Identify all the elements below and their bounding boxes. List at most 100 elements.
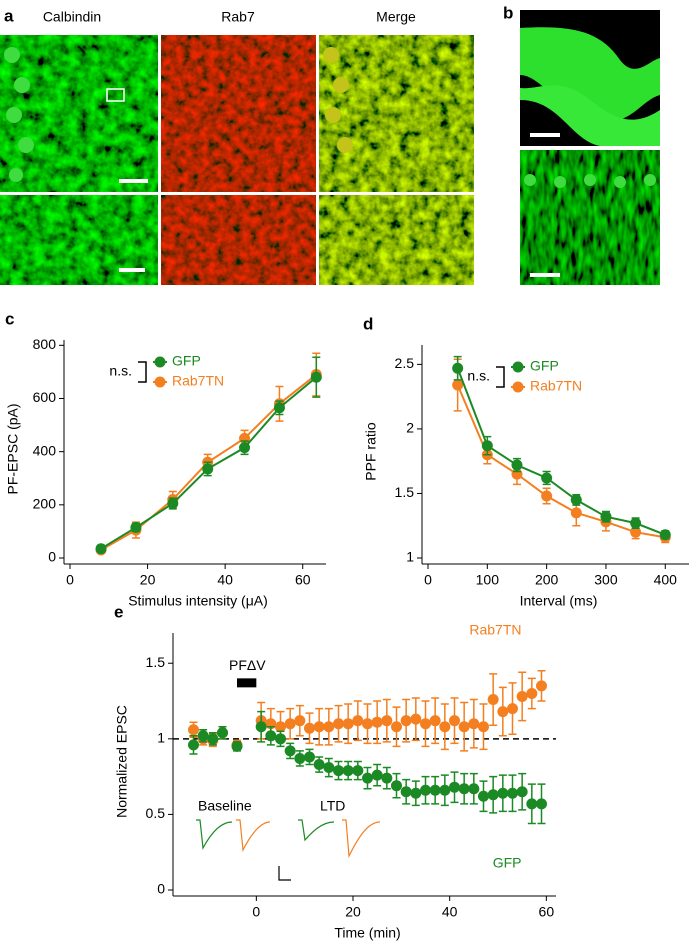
data-point: [458, 721, 470, 733]
x-tick-label: 60: [295, 572, 311, 588]
data-point: [265, 730, 277, 742]
x-tick-label: 40: [217, 572, 233, 588]
data-point: [410, 787, 422, 799]
x-tick-label: 0: [252, 904, 260, 920]
data-point: [342, 765, 354, 777]
y-axis-label: Normalized EPSC: [114, 705, 130, 818]
y-tick-label: 400: [33, 442, 57, 458]
data-point: [284, 745, 296, 757]
series-line: [456, 384, 666, 539]
panel-label: a: [4, 6, 14, 25]
y-tick-label: 0.5: [146, 805, 166, 821]
data-point: [468, 718, 480, 730]
data-point: [478, 790, 489, 802]
y-tick-label: 600: [33, 389, 57, 405]
data-point: [188, 739, 199, 751]
series-label: Rab7TN: [469, 622, 521, 638]
data-point: [352, 765, 364, 777]
legend-marker: [512, 381, 524, 393]
data-point: [391, 721, 402, 733]
data-point: [371, 716, 383, 728]
data-point: [516, 786, 528, 798]
legend-marker: [154, 376, 166, 388]
data-point: [95, 543, 107, 555]
data-point: [310, 371, 322, 383]
legend-bracket: [138, 361, 147, 383]
data-point: [400, 715, 412, 727]
data-point: [239, 442, 251, 454]
panel-label: c: [5, 309, 14, 328]
y-tick-label: 2.5: [395, 355, 415, 371]
y-axis-label: PPF ratio: [363, 422, 379, 481]
data-point: [231, 740, 243, 752]
data-point: [255, 721, 267, 733]
data-point: [541, 472, 553, 484]
panel-a-images: [0, 35, 474, 285]
data-point: [630, 517, 642, 529]
data-point: [275, 733, 286, 745]
data-point: [439, 784, 451, 796]
panel-label: b: [503, 3, 513, 22]
x-tick-label: 60: [539, 904, 555, 920]
series-label: GFP: [493, 855, 522, 871]
data-point: [659, 529, 671, 541]
annotation: n.s.: [109, 363, 132, 379]
legend-label: GFP: [530, 358, 559, 374]
data-point: [400, 786, 412, 798]
legend-label: GFP: [172, 353, 201, 369]
data-point: [536, 680, 547, 692]
annotation: n.s.: [467, 368, 490, 384]
stimulus-bar: [237, 678, 257, 688]
panel-b-images: [520, 10, 660, 285]
data-point: [487, 694, 499, 706]
data-point: [275, 721, 286, 733]
data-point: [452, 379, 464, 391]
data-point: [202, 463, 214, 475]
y-tick-label: 800: [33, 336, 57, 352]
inset-label: Baseline: [198, 798, 252, 814]
y-axis-label: PF-EPSC (pA): [5, 403, 21, 494]
x-tick-label: 20: [345, 904, 361, 920]
data-point: [284, 718, 296, 730]
x-tick-label: 0: [66, 572, 74, 588]
legend-marker: [154, 356, 166, 368]
legend-marker: [512, 361, 524, 373]
data-point: [536, 798, 547, 810]
data-point: [511, 459, 523, 471]
data-point: [362, 772, 373, 784]
y-tick-label: 0: [157, 881, 165, 897]
data-point: [333, 765, 344, 777]
data-point: [391, 780, 402, 792]
data-point: [362, 718, 373, 730]
x-axis-label: Time (min): [334, 925, 400, 941]
data-point: [526, 798, 538, 810]
data-point: [207, 733, 219, 745]
data-point: [481, 440, 493, 452]
data-point: [294, 715, 306, 727]
data-point: [410, 713, 422, 725]
data-point: [497, 787, 509, 799]
x-tick-label: 300: [594, 572, 618, 588]
x-tick-label: 100: [476, 572, 500, 588]
y-tick-label: 200: [33, 496, 57, 512]
data-point: [333, 718, 344, 730]
data-point: [507, 787, 518, 799]
x-tick-label: 200: [535, 572, 559, 588]
data-point: [371, 769, 383, 781]
inset-label: LTD: [320, 798, 345, 814]
data-point: [352, 715, 364, 727]
legend-bracket: [496, 366, 505, 388]
data-point: [304, 722, 315, 734]
legend-label: Rab7TN: [530, 378, 582, 394]
x-tick-label: 0: [424, 572, 432, 588]
data-point: [452, 362, 464, 374]
data-point: [630, 526, 642, 538]
data-point: [600, 511, 612, 523]
data-point: [507, 703, 518, 715]
data-point: [420, 718, 431, 730]
inset-traces: [196, 819, 381, 881]
x-axis-label: Interval (ms): [520, 593, 598, 609]
data-point: [497, 706, 509, 718]
data-point: [420, 784, 431, 796]
data-point: [458, 783, 470, 795]
